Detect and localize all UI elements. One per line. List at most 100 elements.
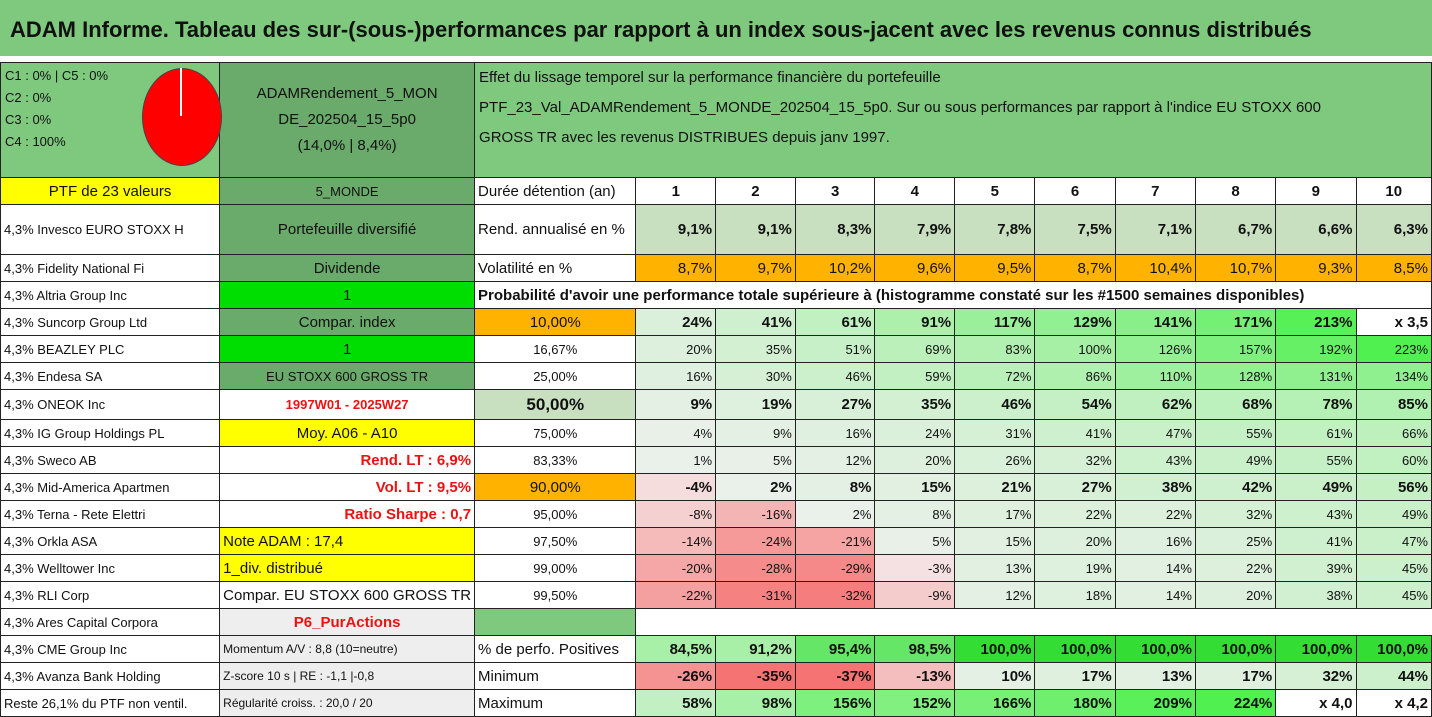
param-cell[interactable]: Dividende xyxy=(219,254,476,282)
vol-value[interactable]: 8,7% xyxy=(1034,254,1116,282)
rend-value[interactable]: 6,7% xyxy=(1194,204,1277,255)
proba-value[interactable]: 223% xyxy=(1355,335,1432,363)
proba-value[interactable]: 46% xyxy=(954,389,1036,420)
proba-value[interactable]: 35% xyxy=(874,389,956,420)
proba-value[interactable]: -24% xyxy=(715,527,796,555)
param-cell[interactable]: EU STOXX 600 GROSS TR xyxy=(219,362,476,390)
summary-value[interactable]: -37% xyxy=(794,662,876,690)
vol-label[interactable]: Volatilité en % xyxy=(474,254,637,282)
proba-value[interactable]: -29% xyxy=(794,554,876,582)
holding-cell[interactable]: 4,3% Suncorp Group Ltd xyxy=(0,308,221,336)
summary-value[interactable]: 91,2% xyxy=(715,635,796,663)
holding-cell[interactable]: 4,3% BEAZLEY PLC xyxy=(0,335,221,363)
summary-value[interactable]: 100,0% xyxy=(1034,635,1116,663)
proba-value[interactable]: 14% xyxy=(1114,554,1196,582)
summary-value[interactable]: 100,0% xyxy=(1114,635,1196,663)
holding-cell[interactable]: PTF de 23 valeurs xyxy=(0,177,221,205)
param-cell[interactable]: 1 xyxy=(219,335,476,363)
year-header[interactable]: 4 xyxy=(874,177,956,205)
proba-value[interactable]: 8% xyxy=(874,500,956,528)
proba-value[interactable]: 83% xyxy=(954,335,1036,363)
proba-value[interactable]: 56% xyxy=(1355,473,1432,501)
holding-cell[interactable]: 4,3% Invesco EURO STOXX H xyxy=(0,204,221,255)
vol-value[interactable]: 9,5% xyxy=(954,254,1036,282)
probability-level[interactable]: 25,00% xyxy=(474,362,637,390)
proba-value[interactable]: 17% xyxy=(954,500,1036,528)
holding-cell[interactable]: 4,3% CME Group Inc xyxy=(0,635,221,663)
proba-value[interactable]: 20% xyxy=(1194,581,1277,609)
proba-value[interactable]: 45% xyxy=(1355,581,1432,609)
holding-cell[interactable]: 4,3% Ares Capital Corpora xyxy=(0,608,221,636)
summary-value[interactable]: -26% xyxy=(635,662,717,690)
summary-value[interactable]: 95,4% xyxy=(794,635,876,663)
probability-level[interactable]: 16,67% xyxy=(474,335,637,363)
proba-value[interactable]: 9% xyxy=(715,419,796,447)
proba-value[interactable]: 213% xyxy=(1275,308,1357,336)
summary-value[interactable]: 209% xyxy=(1114,689,1196,717)
year-header[interactable]: 1 xyxy=(635,177,717,205)
vol-value[interactable]: 9,6% xyxy=(874,254,956,282)
rend-value[interactable]: 7,9% xyxy=(874,204,956,255)
year-header[interactable]: 6 xyxy=(1034,177,1116,205)
proba-value[interactable]: -22% xyxy=(635,581,717,609)
proba-value[interactable]: 14% xyxy=(1114,581,1196,609)
proba-value[interactable]: 126% xyxy=(1114,335,1196,363)
probability-level[interactable]: 95,00% xyxy=(474,500,637,528)
proba-value[interactable]: 31% xyxy=(954,419,1036,447)
proba-value[interactable]: 32% xyxy=(1194,500,1277,528)
summary-value[interactable]: 156% xyxy=(794,689,876,717)
param-cell[interactable]: Régularité croiss. : 20,0 / 20 xyxy=(219,689,476,717)
proba-value[interactable]: 4% xyxy=(635,419,717,447)
summary-value[interactable]: 17% xyxy=(1034,662,1116,690)
proba-value[interactable]: 24% xyxy=(635,308,717,336)
proba-value[interactable]: 45% xyxy=(1355,554,1432,582)
proba-value[interactable]: 27% xyxy=(1034,473,1116,501)
proba-value[interactable]: 131% xyxy=(1275,362,1357,390)
proba-value[interactable]: 22% xyxy=(1114,500,1196,528)
summary-value[interactable]: x 4,2 xyxy=(1355,689,1432,717)
probability-level[interactable]: 99,00% xyxy=(474,554,637,582)
rend-value[interactable]: 7,1% xyxy=(1114,204,1196,255)
spacer-cell[interactable] xyxy=(636,609,1432,636)
proba-value[interactable]: 55% xyxy=(1194,419,1277,447)
year-header[interactable]: 5 xyxy=(954,177,1036,205)
probability-level[interactable]: 90,00% xyxy=(474,473,637,501)
proba-value[interactable]: 59% xyxy=(874,362,956,390)
proba-value[interactable]: 13% xyxy=(954,554,1036,582)
proba-value[interactable]: 60% xyxy=(1355,446,1432,474)
proba-value[interactable]: -32% xyxy=(794,581,876,609)
param-cell[interactable]: Vol. LT : 9,5% xyxy=(219,473,476,501)
param-cell[interactable]: Compar. EU STOXX 600 GROSS TR xyxy=(219,581,476,609)
proba-value[interactable]: -3% xyxy=(874,554,956,582)
proba-value[interactable]: 2% xyxy=(715,473,796,501)
proba-value[interactable]: 69% xyxy=(874,335,956,363)
proba-value[interactable]: 5% xyxy=(874,527,956,555)
holding-cell[interactable]: 4,3% Welltower Inc xyxy=(0,554,221,582)
summary-value[interactable]: 100,0% xyxy=(1355,635,1432,663)
param-cell[interactable]: Z-score 10 s | RE : -1,1 |-0,8 xyxy=(219,662,476,690)
proba-title-end[interactable] xyxy=(1356,281,1432,309)
proba-value[interactable]: 19% xyxy=(1034,554,1116,582)
proba-value[interactable]: -8% xyxy=(635,500,717,528)
vol-value[interactable]: 9,3% xyxy=(1275,254,1357,282)
summary-value[interactable]: 152% xyxy=(874,689,956,717)
proba-value[interactable]: 39% xyxy=(1275,554,1357,582)
summary-value[interactable]: 17% xyxy=(1194,662,1277,690)
proba-value[interactable]: 51% xyxy=(794,335,876,363)
proba-value[interactable]: 27% xyxy=(794,389,876,420)
proba-value[interactable]: 35% xyxy=(715,335,796,363)
param-cell[interactable]: Compar. index xyxy=(219,308,476,336)
proba-value[interactable]: 129% xyxy=(1034,308,1116,336)
proba-value[interactable]: 15% xyxy=(954,527,1036,555)
proba-value[interactable]: -20% xyxy=(635,554,717,582)
param-cell[interactable]: Portefeuille diversifié xyxy=(219,204,476,255)
proba-value[interactable]: 110% xyxy=(1114,362,1196,390)
rend-value[interactable]: 6,3% xyxy=(1355,204,1432,255)
proba-value[interactable]: 72% xyxy=(954,362,1036,390)
summary-value[interactable]: 180% xyxy=(1034,689,1116,717)
proba-value[interactable]: 2% xyxy=(794,500,876,528)
year-header[interactable]: 8 xyxy=(1194,177,1277,205)
proba-value[interactable]: 49% xyxy=(1194,446,1277,474)
holding-cell[interactable]: 4,3% RLI Corp xyxy=(0,581,221,609)
proba-value[interactable]: 16% xyxy=(635,362,717,390)
